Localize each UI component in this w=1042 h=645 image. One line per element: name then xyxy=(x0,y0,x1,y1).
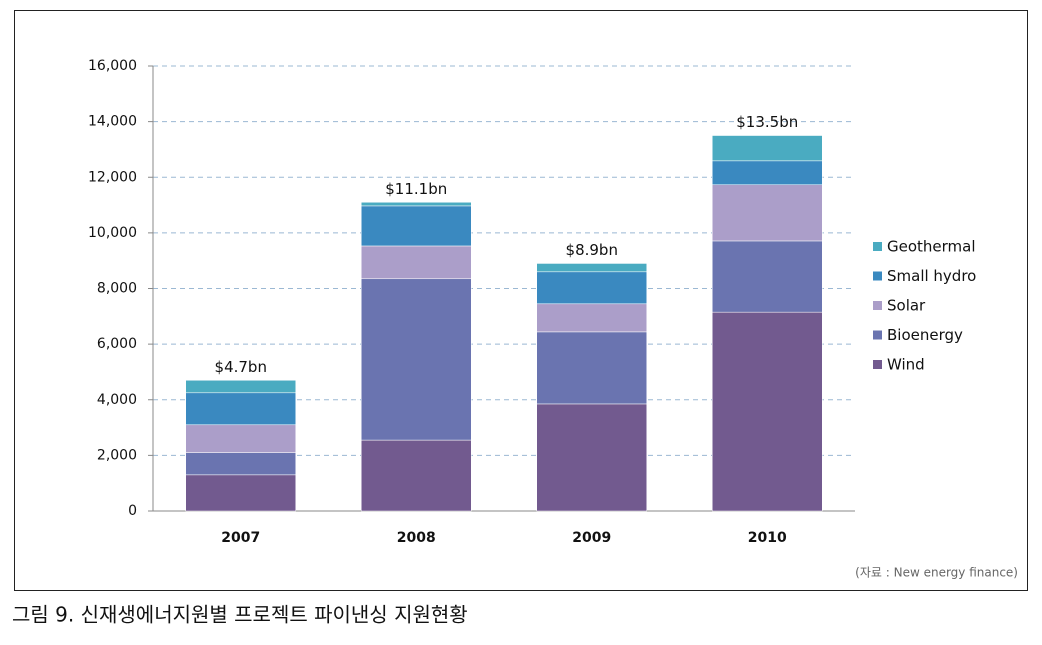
y-tick-label: 4,000 xyxy=(97,392,137,408)
legend-swatch xyxy=(873,242,882,251)
bar-segment xyxy=(712,311,823,512)
bar-segment xyxy=(536,271,647,305)
legend-label: Wind xyxy=(887,356,925,374)
y-tick-label: 6,000 xyxy=(97,336,137,352)
y-tick-label: 16,000 xyxy=(88,58,137,74)
bar-segment xyxy=(185,474,296,512)
legend-label: Bioenergy xyxy=(887,326,963,344)
legend-swatch xyxy=(873,360,882,369)
bar-segment xyxy=(536,263,647,273)
legend-swatch xyxy=(873,301,882,310)
x-tick-label: 2008 xyxy=(397,530,436,546)
y-tick-label: 0 xyxy=(128,503,137,519)
source: (자료 : New energy finance) xyxy=(855,566,1018,580)
bar-segment xyxy=(712,160,823,186)
bar-segment xyxy=(185,452,296,476)
bar-segment xyxy=(361,439,472,512)
bar-segment xyxy=(361,278,472,441)
legend-swatch xyxy=(873,271,882,281)
y-tick-label: 14,000 xyxy=(88,114,137,130)
bar-segment xyxy=(712,135,823,162)
bar-segment xyxy=(185,392,296,426)
bar-segment xyxy=(712,184,823,242)
bar-segment xyxy=(536,403,647,512)
legend-label: Geothermal xyxy=(887,238,976,256)
x-tick-label: 2010 xyxy=(748,530,787,546)
x-tick-label: 2009 xyxy=(572,530,611,546)
y-tick-label: 2,000 xyxy=(97,447,137,463)
bar-segment xyxy=(185,380,296,394)
total-label: $11.1bn xyxy=(385,180,447,198)
bar-segment xyxy=(361,202,472,207)
bar-segment xyxy=(536,331,647,405)
total-label: $4.7bn xyxy=(215,358,267,376)
frame xyxy=(14,10,1028,591)
legend-label: Small hydro xyxy=(887,267,976,285)
bar-segment xyxy=(185,424,296,453)
legend-label: Solar xyxy=(887,297,926,315)
y-tick-label: 12,000 xyxy=(88,169,137,185)
bar-segment xyxy=(536,303,647,333)
total-label: $13.5bn xyxy=(736,113,798,131)
bar-segment xyxy=(361,245,472,280)
x-tick-label: 2007 xyxy=(221,530,260,546)
bar-segment xyxy=(361,205,472,247)
y-tick-label: 10,000 xyxy=(88,225,137,241)
total-label: $8.9bn xyxy=(566,241,618,259)
caption: 그림 9. 신재생에너지원별 프로젝트 파이낸싱 지원현황 xyxy=(12,603,468,627)
bar-segment xyxy=(712,240,823,313)
legend-swatch xyxy=(873,330,882,340)
y-tick-label: 8,000 xyxy=(97,281,137,297)
